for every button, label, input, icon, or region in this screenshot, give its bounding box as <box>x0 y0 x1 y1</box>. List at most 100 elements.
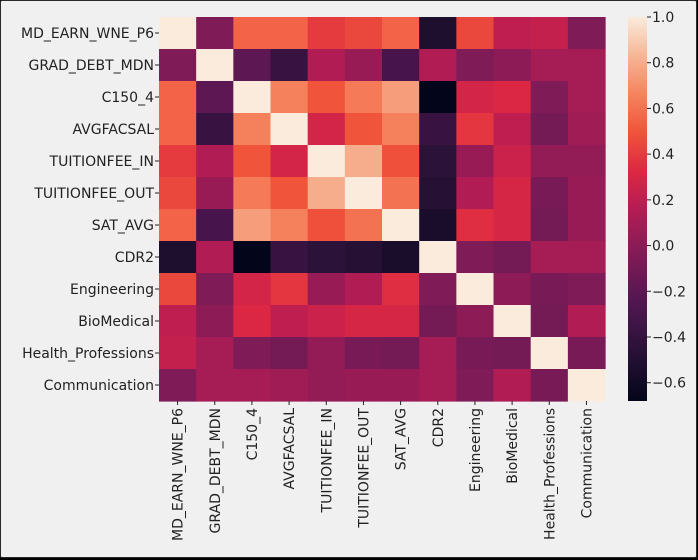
heatmap-cell <box>233 305 272 338</box>
heatmap-cell <box>567 17 606 50</box>
heatmap-cell <box>456 113 495 146</box>
heatmap-cell <box>344 145 383 178</box>
heatmap-cell <box>233 209 272 242</box>
heatmap-cell <box>456 209 495 242</box>
heatmap-cell <box>382 145 420 178</box>
heatmap-cell <box>419 305 457 338</box>
column-label: CDR2 <box>431 408 447 447</box>
heatmap-cell <box>270 49 309 82</box>
row-label: SAT_AVG <box>92 218 154 234</box>
heatmap-cell <box>493 209 532 242</box>
heatmap-cell <box>307 145 346 178</box>
heatmap-cell <box>196 273 234 306</box>
heatmap-cell <box>419 113 457 146</box>
heatmap-cell <box>159 241 197 274</box>
heatmap-cell <box>456 241 495 274</box>
heatmap-cell <box>159 113 197 146</box>
heatmap-cell <box>344 209 383 242</box>
heatmap-cell <box>530 337 569 370</box>
heatmap-cell <box>567 273 606 306</box>
colorbar-tick-label: 0.2 <box>652 193 674 209</box>
heatmap-cell <box>493 369 532 402</box>
heatmap-cell <box>382 81 420 114</box>
heatmap-cell <box>419 273 457 306</box>
heatmap-cell <box>456 81 495 114</box>
heatmap-cell <box>233 177 272 210</box>
heatmap-cell <box>567 145 606 178</box>
heatmap-cell <box>344 81 383 114</box>
heatmap-cell <box>382 337 420 370</box>
column-labels: MD_EARN_WNE_P6 GRAD_DEBT_MDN C150_4 AVGFACS… <box>171 401 595 541</box>
heatmap-cell <box>493 177 532 210</box>
heatmap-cell <box>382 113 420 146</box>
heatmap-cell <box>270 145 309 178</box>
row-labels: MD_EARN_WNE_P6 GRAD_DEBT_MDN C150_4 AVGFACS… <box>21 26 159 394</box>
column-label: GRAD_DEBT_MDN <box>208 408 224 533</box>
heatmap-cell <box>530 145 569 178</box>
heatmap-cell <box>159 369 197 402</box>
heatmap-cell <box>530 305 569 338</box>
row-label: BioMedical <box>78 314 154 330</box>
heatmap-cell <box>567 337 606 370</box>
heatmap-cell <box>307 273 346 306</box>
heatmap-cell <box>419 17 457 50</box>
colorbar-tick-label: 1.0 <box>652 10 674 26</box>
heatmap-cell <box>233 145 272 178</box>
colorbar-tick-label: −0.6 <box>652 376 686 392</box>
colorbar-tick-label: −0.2 <box>652 284 686 300</box>
column-label: Health_Professions <box>542 408 558 540</box>
colorbar-tick-label: 0.8 <box>652 56 674 72</box>
heatmap-cell <box>270 369 309 402</box>
column-label: TUITIONFEE_OUT <box>356 408 372 529</box>
heatmap-cell <box>196 145 234 178</box>
colorbar-gradient <box>628 17 647 401</box>
row-label: TUITIONFEE_OUT <box>33 186 154 202</box>
heatmap-cell <box>567 177 606 210</box>
row-label: C150_4 <box>102 90 154 106</box>
heatmap-cell <box>530 81 569 114</box>
heatmap-cell <box>456 17 495 50</box>
heatmap-cell <box>159 337 197 370</box>
heatmap-cell <box>382 273 420 306</box>
heatmap-cell <box>270 177 309 210</box>
heatmap-cell <box>419 145 457 178</box>
heatmap-cell <box>159 145 197 178</box>
heatmap-cell <box>307 177 346 210</box>
heatmap-cell <box>159 81 197 114</box>
colorbar-tick-label: 0.4 <box>652 147 674 163</box>
heatmap-cell <box>270 17 309 50</box>
heatmap-cell <box>382 305 420 338</box>
heatmap-cell <box>419 369 457 402</box>
colorbar-tick-label: 0.0 <box>652 239 674 255</box>
heatmap-cell <box>530 17 569 50</box>
heatmap-cell <box>196 337 234 370</box>
heatmap-cell <box>382 17 420 50</box>
column-label: AVGFACSAL <box>282 408 298 490</box>
heatmap-cell <box>456 49 495 82</box>
heatmap-cell <box>159 305 197 338</box>
heatmap-cell <box>344 17 383 50</box>
heatmap-cell <box>233 273 272 306</box>
heatmap-cell <box>382 49 420 82</box>
heatmap-cell <box>419 177 457 210</box>
heatmap-cell <box>270 113 309 146</box>
column-label: Engineering <box>468 408 484 492</box>
row-label: Health_Professions <box>22 346 154 362</box>
heatmap-cell <box>493 49 532 82</box>
heatmap-cell <box>456 369 495 402</box>
heatmap-cell <box>159 17 197 50</box>
colorbar-tick-label: −0.4 <box>652 330 686 346</box>
heatmap-cell <box>493 81 532 114</box>
heatmap-cell <box>344 241 383 274</box>
column-label: BioMedical <box>505 408 521 484</box>
heatmap-cell <box>307 81 346 114</box>
heatmap-cell <box>233 81 272 114</box>
heatmap-cell <box>567 241 606 274</box>
heatmap-cell <box>159 209 197 242</box>
heatmap-cell <box>382 241 420 274</box>
column-label: MD_EARN_WNE_P6 <box>171 408 187 541</box>
heatmap-cell <box>456 337 495 370</box>
heatmap-cell <box>344 305 383 338</box>
heatmap-cell <box>493 305 532 338</box>
